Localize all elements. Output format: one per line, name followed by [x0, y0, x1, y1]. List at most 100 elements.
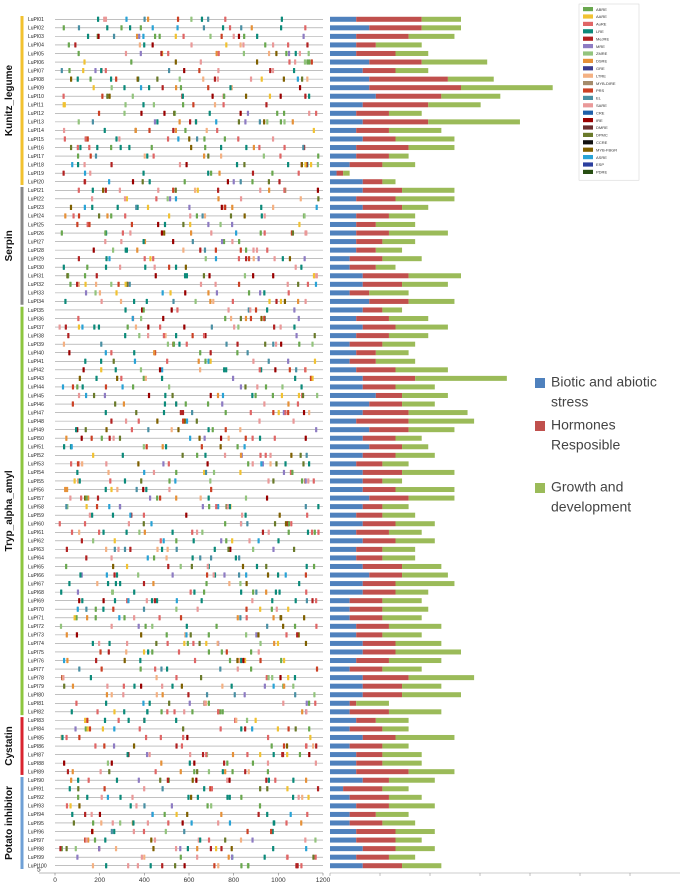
stacked-bar-segment-stress: [330, 307, 363, 313]
motif-legend-label: CRE: [596, 110, 605, 115]
motif-mark-mre: [188, 700, 191, 706]
motif-mark-myb-fbgr: [230, 846, 233, 852]
stacked-bar-segment-hormones: [362, 375, 416, 381]
motif-mark-abre: [224, 521, 227, 527]
stacked-bar-segment-hormones: [356, 854, 389, 860]
motif-mark-lre: [273, 820, 276, 826]
motif-mark-lre: [108, 640, 111, 647]
motif-mark-aare: [183, 640, 186, 647]
motif-mark-sare: [100, 298, 103, 305]
gene-label: LuPI30: [28, 265, 44, 271]
motif-mark-lre: [139, 657, 142, 664]
motif-mark-lre: [278, 589, 281, 595]
motif-mark-dsre: [134, 127, 137, 134]
motif-mark-mejre: [311, 598, 314, 604]
motif-mark-dpmc: [196, 769, 199, 775]
motif-mark-lre: [317, 504, 320, 510]
motif-mark-lre: [272, 846, 275, 852]
motif-mark-sare: [106, 683, 109, 689]
motif-mark-zmre: [123, 110, 126, 116]
motif-mark-abre: [238, 238, 241, 245]
stacked-bar-segment-stress: [330, 495, 370, 501]
motif-mark-mejre: [77, 256, 80, 262]
gene-label: LuPI45: [28, 393, 44, 399]
motif-mark-dpmc: [275, 461, 278, 467]
gene-label: LuPI21: [28, 188, 44, 194]
motif-mark-dpmc: [266, 786, 269, 792]
motif-mark-dpmc: [267, 179, 271, 185]
stacked-bar-segment-stress: [330, 153, 357, 159]
motif-mark-aure: [263, 230, 266, 236]
gene-label: LuPI31: [28, 274, 44, 280]
stacked-bar-segment-growth: [421, 16, 461, 22]
motif-legend-label: GRE: [596, 66, 605, 71]
stacked-bar-segment-stress: [330, 85, 370, 91]
motif-mark-ire: [75, 632, 79, 638]
motif-legend-swatch: [583, 110, 593, 115]
motif-mark-zmre: [92, 538, 95, 544]
motif-mark-ltre: [77, 281, 80, 287]
motif-mark-sare: [294, 264, 297, 270]
motif-mark-ire: [239, 110, 242, 116]
motif-mark-aure: [193, 657, 197, 664]
stacked-bar-segment-growth: [402, 392, 448, 398]
motif-mark-sare: [124, 50, 128, 57]
stacked-bar-segment-hormones: [356, 717, 376, 723]
motif-mark-el: [295, 367, 298, 373]
motif-mark-sare: [183, 709, 186, 715]
motif-mark-aure: [159, 538, 162, 544]
motif-mark-aure: [72, 213, 75, 219]
motif-mark-aure: [83, 521, 87, 527]
motif-mark-ire: [206, 461, 209, 467]
motif-mark-dpmc: [182, 726, 185, 732]
motif-mark-ire: [228, 777, 231, 783]
motif-mark-sare: [226, 777, 229, 783]
motif-mark-dsre: [161, 692, 164, 698]
motif-mark-aare: [259, 606, 262, 612]
motif-mark-el: [219, 666, 222, 672]
motif-mark-aure: [137, 418, 140, 424]
motif-mark-abre: [172, 341, 176, 347]
stacked-bar-segment-growth: [343, 170, 350, 176]
motif-mark-lre: [79, 572, 82, 578]
motif-mark-prs: [101, 93, 104, 99]
motif-mark-mejre: [189, 119, 192, 125]
motif-mark-el: [143, 803, 146, 809]
motif-mark-aure: [315, 110, 318, 116]
motif-mark-abre: [156, 495, 159, 501]
motif-mark-dsre: [152, 580, 155, 587]
stacked-bar-segment-stress: [330, 418, 357, 424]
stacked-bar-segment-growth: [388, 794, 422, 800]
motif-mark-dsre: [178, 119, 181, 125]
motif-mark-dpmc: [198, 640, 201, 647]
motif-mark-prs: [76, 221, 79, 228]
stacked-bar-segment-hormones: [349, 700, 357, 706]
stacked-bar-segment-stress: [330, 581, 363, 587]
motif-mark-sare: [133, 615, 136, 621]
motif-mark-mre: [251, 837, 254, 843]
stacked-bar-segment-stress: [330, 829, 357, 835]
motif-mark-abre: [175, 469, 178, 476]
motif-mark-dsre: [135, 33, 139, 39]
gene-label: LuPI100: [28, 864, 47, 870]
motif-mark-dpmc: [273, 521, 277, 527]
motif-mark-aure: [70, 529, 74, 535]
motif-mark-dpmc: [140, 478, 143, 484]
motif-mark-lre: [133, 350, 136, 356]
x-tick-label: 800: [228, 877, 239, 884]
motif-mark-zmre: [139, 367, 143, 373]
motif-mark-lre: [221, 769, 224, 775]
motif-mark-lre: [68, 786, 71, 792]
motif-mark-mre: [94, 67, 97, 74]
motif-mark-lre: [114, 580, 118, 587]
motif-mark-aure: [305, 743, 308, 749]
motif-mark-ire: [229, 546, 232, 552]
motif-mark-ltre: [78, 529, 81, 535]
motif-mark-mre: [257, 256, 260, 262]
motif-mark-asre: [190, 820, 193, 826]
stacked-bar-segment-hormones: [349, 598, 383, 604]
motif-mark-sare: [256, 384, 259, 390]
motif-mark-mejre: [199, 247, 202, 253]
motif-mark-sare: [122, 692, 125, 698]
motif-legend-label: LRE: [596, 29, 604, 34]
